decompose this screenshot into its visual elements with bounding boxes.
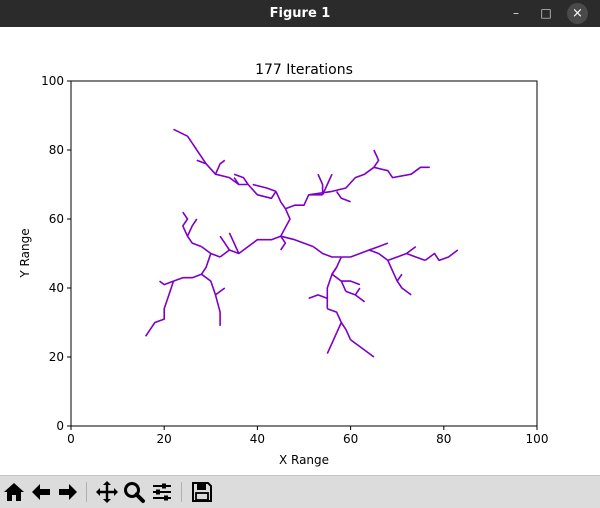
plot-area	[70, 80, 538, 427]
tree-branch	[368, 242, 389, 251]
x-tick-label: 80	[436, 432, 451, 446]
tree-branch	[373, 166, 430, 179]
x-tick-label: 20	[157, 432, 172, 446]
toolbar-separator	[86, 482, 87, 502]
save-button[interactable]	[190, 480, 214, 504]
tree-branch	[396, 273, 403, 282]
pan-icon	[96, 481, 118, 503]
close-icon[interactable]: ×	[567, 3, 588, 24]
tree-branch	[341, 280, 361, 286]
window-titlebar: Figure 1 – □ ×	[0, 0, 600, 27]
tree-branch	[228, 232, 240, 254]
tree-branch	[312, 245, 342, 258]
tree-branch	[326, 266, 338, 309]
tree-branch	[340, 322, 352, 341]
maximize-icon[interactable]: □	[540, 6, 552, 20]
chart: 0 20 40 60 80 100 0 20 40 60 80 100 177 Iterations…	[18, 62, 548, 467]
y-tick-label: 0	[56, 419, 64, 433]
tree-branch	[280, 235, 314, 248]
tree-branch	[219, 235, 231, 251]
forward-arrow-icon	[59, 484, 77, 500]
toolbar	[0, 475, 600, 508]
y-tick-label: 100	[41, 74, 64, 88]
y-axis: 0 20 40 60 80 100	[41, 74, 71, 433]
home-icon	[4, 483, 24, 501]
tree-branch	[173, 253, 212, 282]
minimize-icon[interactable]: –	[513, 6, 519, 20]
x-tick-label: 100	[526, 432, 549, 446]
y-axis-label: Y Range	[18, 228, 32, 278]
tree-branch	[326, 332, 338, 354]
tree-branch	[317, 173, 324, 195]
chart-title: 177 Iterations	[255, 62, 353, 78]
tree-branch	[308, 294, 328, 300]
y-tick-label: 40	[49, 281, 64, 295]
tree-branch	[215, 287, 226, 296]
zoom-icon	[124, 482, 145, 503]
tree-branch	[335, 190, 351, 203]
window-title: Figure 1	[269, 6, 331, 21]
tree-branch	[159, 280, 174, 286]
tree-branch	[373, 149, 380, 168]
forward-button[interactable]	[56, 480, 80, 504]
back-arrow-icon	[32, 484, 50, 500]
tree-branch	[279, 208, 291, 237]
tree-branch	[182, 211, 202, 248]
y-tick-label: 20	[49, 350, 64, 364]
y-tick-label: 80	[49, 143, 64, 157]
tree-lines	[144, 128, 459, 358]
tree-branch	[280, 235, 287, 251]
home-button[interactable]	[2, 480, 26, 504]
pan-button[interactable]	[95, 480, 119, 504]
back-button[interactable]	[29, 480, 53, 504]
toolbar-separator	[181, 482, 182, 502]
x-tick-label: 0	[67, 432, 75, 446]
y-tick-label: 60	[49, 212, 64, 226]
tree-branch	[233, 173, 249, 185]
x-tick-label: 40	[250, 432, 265, 446]
tree-branch	[191, 142, 207, 165]
tree-branch	[321, 173, 333, 196]
tree-branch	[252, 183, 277, 193]
tree-branch	[186, 218, 198, 237]
save-icon	[192, 482, 212, 502]
x-axis-label: X Range	[279, 453, 329, 467]
x-tick-label: 60	[343, 432, 358, 446]
zoom-button[interactable]	[122, 480, 146, 504]
tree-branch	[214, 159, 226, 175]
figure-canvas[interactable]: 0 20 40 60 80 100 0 20 40 60 80 100 177 Iterations…	[0, 27, 600, 475]
tree-branch	[406, 245, 417, 255]
tree-branch	[173, 128, 193, 144]
tree-branch	[144, 280, 175, 337]
tree-branch	[424, 249, 459, 262]
x-axis: 0 20 40 60 80 100	[67, 426, 548, 446]
tree-branch	[275, 191, 287, 210]
tree-branch	[350, 339, 375, 358]
subplots-icon	[153, 483, 171, 501]
tree-branch	[341, 249, 389, 262]
tree-branch	[327, 307, 343, 334]
tree-branch	[308, 166, 375, 196]
subplots-button[interactable]	[150, 480, 174, 504]
tree-branch	[354, 287, 361, 296]
